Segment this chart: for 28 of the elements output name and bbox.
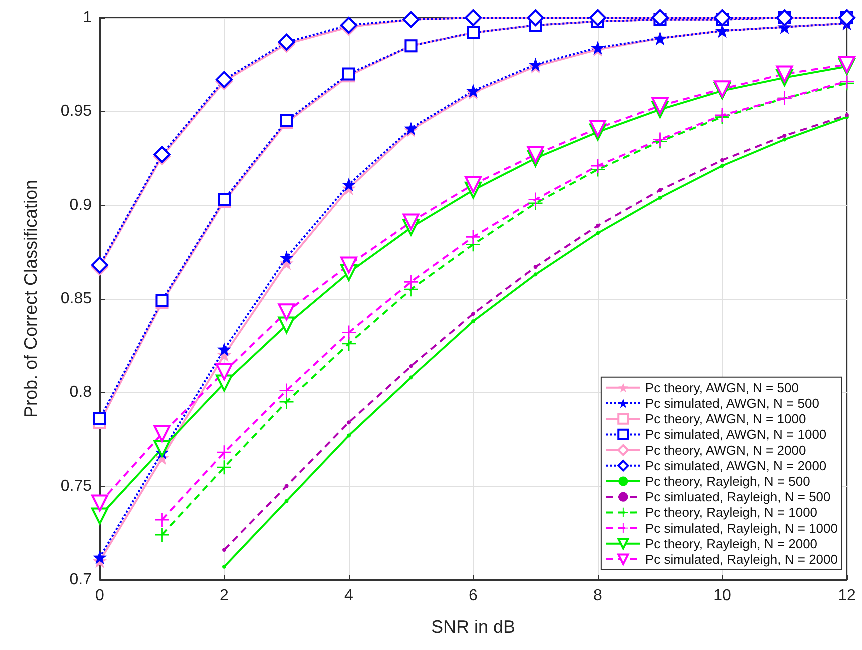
legend-label: Pc simluated, Rayleigh, N = 500 — [645, 490, 831, 505]
legend-label: Pc theory, Rayleigh, N = 500 — [645, 474, 810, 489]
legend-label: Pc simulated, AWGN, N = 500 — [645, 396, 820, 411]
y-tick-label: 0.95 — [60, 103, 92, 120]
x-tick-label: 0 — [96, 588, 105, 604]
y-tick-label: 1 — [83, 10, 92, 26]
legend-label: Pc theory, AWGN, N = 500 — [645, 380, 799, 396]
y-axis-title: Prob. of Correct Classification — [21, 180, 41, 418]
legend-label: Pc theory, Rayleigh, N = 1000 — [645, 505, 818, 520]
x-tick-label: 6 — [469, 588, 478, 604]
legend-label: Pc theory, AWGN, N = 1000 — [645, 412, 806, 427]
legend-label: Pc simulated, Rayleigh, N = 2000 — [645, 552, 838, 567]
x-tick-label: 12 — [838, 588, 856, 604]
y-tick-label: 0.9 — [70, 196, 92, 214]
y-tick-label: 0.8 — [70, 384, 92, 402]
legend-label: Pc simulated, Rayleigh, N = 1000 — [645, 520, 838, 536]
x-tick-label: 4 — [344, 588, 354, 604]
legend-label: Pc theory, AWGN, N = 2000 — [645, 442, 806, 458]
legend-label: Pc simulated, AWGN, N = 1000 — [645, 427, 827, 442]
legend-label: Pc simulated, AWGN, N = 2000 — [645, 458, 827, 474]
x-tick-label: 8 — [594, 588, 603, 604]
x-tick-label: 2 — [220, 588, 230, 604]
y-tick-label: 0.7 — [70, 572, 92, 588]
x-tick-label: 10 — [714, 588, 732, 604]
y-tick-label: 0.85 — [60, 290, 92, 308]
legend-label: Pc theory, Rayleigh, N = 2000 — [645, 536, 818, 552]
y-tick-label: 0.75 — [60, 478, 92, 495]
x-axis-title: SNR in dB — [431, 617, 516, 637]
